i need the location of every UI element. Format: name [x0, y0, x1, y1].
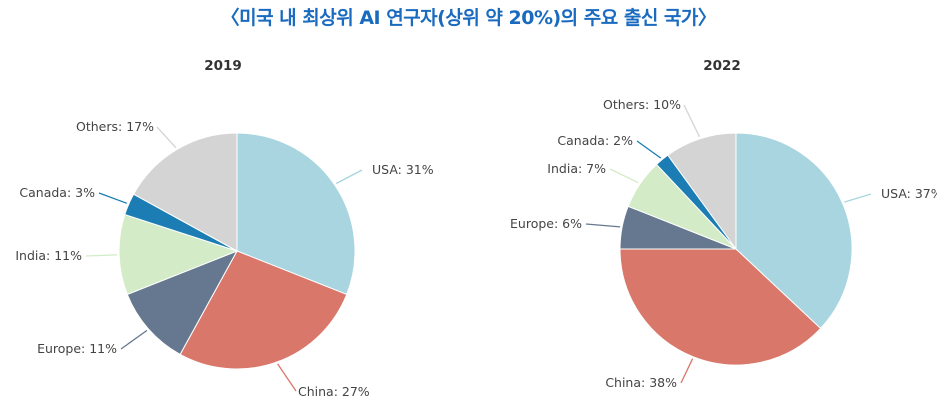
leader-line-2022-canada: [636, 140, 662, 159]
pie-slice-2022-others: [667, 132, 737, 251]
data-label-2019-canada: Canada: 3%: [19, 185, 95, 200]
leader-line-2022-others: [683, 104, 701, 138]
pie-slice-2019-china: [179, 250, 348, 370]
pie-slice-2019-others: [132, 132, 238, 252]
leader-line-2022-india: [609, 168, 639, 184]
pie-slice-2022-usa: [735, 132, 853, 330]
data-label-2019-india: India: 11%: [15, 248, 82, 263]
leader-line-2022-usa: [844, 193, 872, 203]
data-label-2019-others: Others: 17%: [76, 119, 154, 134]
leader-line-2019-india: [85, 254, 118, 257]
pie-slice-2019-europe: [126, 250, 239, 356]
leader-line-2022-china: [680, 358, 694, 384]
leader-line-2019-usa: [335, 169, 363, 185]
pie-slice-2022-china: [619, 248, 822, 366]
data-label-2022-china: China: 38%: [605, 375, 677, 390]
data-label-2019-china: China: 27%: [298, 384, 370, 399]
data-label-2022-others: Others: 10%: [603, 97, 681, 112]
page-title: 〈미국 내 최상위 AI 연구자(상위 약 20%)의 주요 출신 국가〉: [220, 7, 717, 29]
leader-line-2019-china: [277, 363, 297, 392]
data-label-2022-india: India: 7%: [547, 161, 606, 176]
leader-line-2019-europe: [120, 329, 148, 350]
leader-line-2019-others: [156, 126, 177, 149]
pie-slice-2019-india: [118, 213, 239, 296]
data-label-2019-europe: Europe: 11%: [37, 341, 117, 356]
pie-slice-2019-usa: [236, 132, 356, 296]
chart-title-2019: 2019: [204, 58, 242, 74]
data-label-2022-canada: Canada: 2%: [557, 133, 633, 148]
chart-title-2022: 2022: [703, 58, 741, 74]
data-label-2019-usa: USA: 31%: [372, 162, 434, 177]
data-label-2022-usa: USA: 37%: [881, 186, 937, 201]
leader-line-2022-europe: [585, 223, 621, 228]
leader-line-2019-canada: [98, 192, 128, 204]
data-label-2022-europe: Europe: 6%: [510, 216, 582, 231]
